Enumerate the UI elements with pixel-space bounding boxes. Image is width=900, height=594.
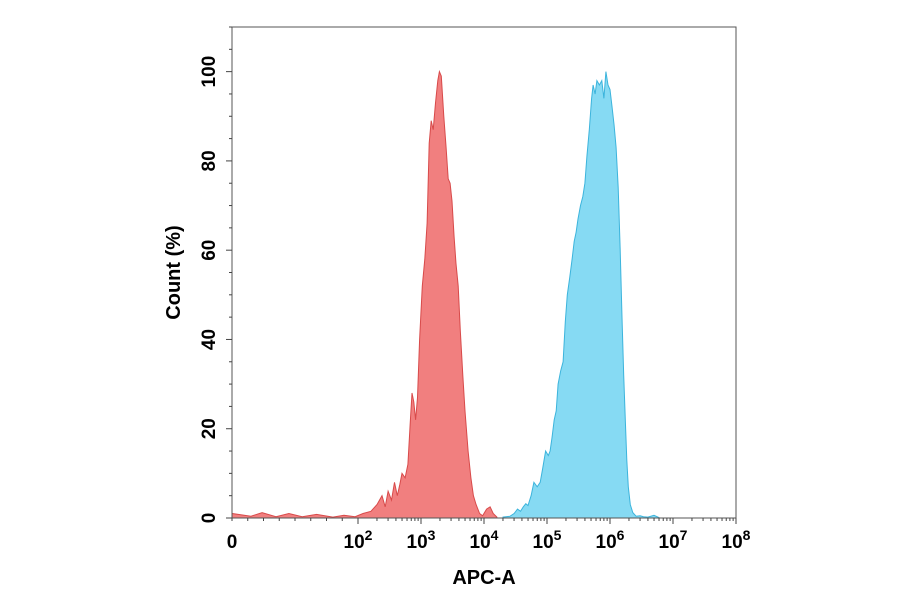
histogram-series-1 (231, 69, 498, 519)
y-tick-label: 100 (199, 56, 220, 88)
y-tick-label: 20 (199, 418, 220, 439)
y-axis-title: Count (%) (163, 225, 185, 319)
plot-frame (231, 26, 737, 519)
x-tick-label: 108 (722, 527, 751, 553)
plot-series (231, 69, 660, 519)
x-axis-title: APC-A (452, 567, 515, 589)
x-tick-label: 0 (227, 532, 238, 553)
y-tick-label: 80 (199, 150, 220, 171)
x-tick-label: 104 (470, 527, 499, 553)
x-tick-label: 106 (596, 527, 625, 553)
histogram-series-2 (502, 71, 660, 519)
y-axis: 0 20 40 60 80 100 (199, 26, 232, 524)
y-tick-label: 60 (199, 240, 220, 261)
y-tick-label: 40 (199, 329, 220, 350)
x-tick-label: 107 (659, 527, 688, 553)
x-tick-label: 105 (533, 527, 562, 553)
x-tick-label: 102 (344, 527, 373, 553)
y-tick-label: 0 (199, 513, 220, 524)
x-axis: 0 102 103 104 105 106 107 108 (227, 518, 751, 553)
x-tick-label: 103 (407, 527, 436, 553)
